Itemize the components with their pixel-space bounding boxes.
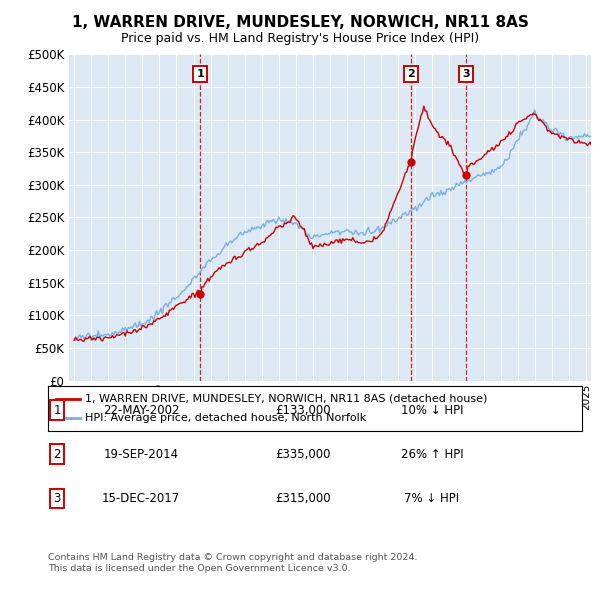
Text: 15-DEC-2017: 15-DEC-2017 bbox=[102, 492, 180, 505]
Text: 22-MAY-2002: 22-MAY-2002 bbox=[103, 404, 179, 417]
Text: 1: 1 bbox=[53, 404, 61, 417]
Text: HPI: Average price, detached house, North Norfolk: HPI: Average price, detached house, Nort… bbox=[85, 414, 367, 423]
Text: 3: 3 bbox=[462, 69, 470, 79]
Text: 1: 1 bbox=[196, 69, 204, 79]
Text: Price paid vs. HM Land Registry's House Price Index (HPI): Price paid vs. HM Land Registry's House … bbox=[121, 32, 479, 45]
Text: 3: 3 bbox=[53, 492, 61, 505]
Text: 2: 2 bbox=[407, 69, 415, 79]
Text: 1, WARREN DRIVE, MUNDESLEY, NORWICH, NR11 8AS: 1, WARREN DRIVE, MUNDESLEY, NORWICH, NR1… bbox=[71, 15, 529, 30]
Text: £133,000: £133,000 bbox=[275, 404, 331, 417]
Text: 7% ↓ HPI: 7% ↓ HPI bbox=[404, 492, 460, 505]
Text: This data is licensed under the Open Government Licence v3.0.: This data is licensed under the Open Gov… bbox=[48, 565, 350, 573]
Text: £335,000: £335,000 bbox=[275, 448, 331, 461]
Text: 10% ↓ HPI: 10% ↓ HPI bbox=[401, 404, 463, 417]
Text: 2: 2 bbox=[53, 448, 61, 461]
Text: Contains HM Land Registry data © Crown copyright and database right 2024.: Contains HM Land Registry data © Crown c… bbox=[48, 553, 418, 562]
Text: 26% ↑ HPI: 26% ↑ HPI bbox=[401, 448, 463, 461]
Text: 19-SEP-2014: 19-SEP-2014 bbox=[103, 448, 179, 461]
Text: 1, WARREN DRIVE, MUNDESLEY, NORWICH, NR11 8AS (detached house): 1, WARREN DRIVE, MUNDESLEY, NORWICH, NR1… bbox=[85, 394, 488, 404]
Text: £315,000: £315,000 bbox=[275, 492, 331, 505]
